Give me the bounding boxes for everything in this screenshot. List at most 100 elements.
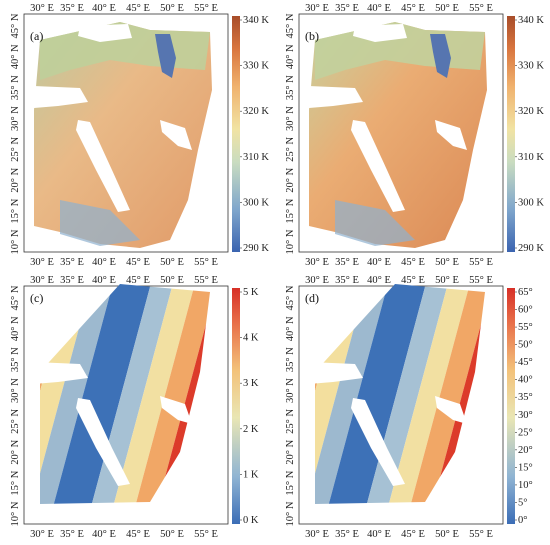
x-tick-label: 50° E	[160, 529, 184, 540]
y-tick-label: 25° N	[285, 409, 296, 434]
x-tick-label-top: 50° E	[160, 275, 184, 286]
colorbar	[232, 288, 240, 524]
red-sea	[351, 398, 405, 486]
x-tick-label-top: 45° E	[401, 3, 425, 14]
colorbar-tick-label: 55°	[518, 322, 533, 333]
persian-gulf	[160, 396, 192, 424]
x-tick-label: 50° E	[160, 257, 184, 268]
y-tick-label: 10° N	[10, 501, 21, 526]
y-tick-label: 25° N	[10, 137, 21, 162]
panel-label: (a)	[30, 29, 43, 43]
x-tick-label-top: 35° E	[60, 3, 84, 14]
y-tick-label: 10° N	[10, 229, 21, 254]
colorbar-tick-label: 40°	[518, 375, 533, 386]
x-tick-label-top: 45° E	[401, 275, 425, 286]
x-tick-label: 40° E	[367, 257, 391, 268]
map-panel-b: (b) 30° E 30° E 35° E 35° E 40° E 40° E 45° E 4…	[285, 3, 544, 268]
colorbar-tick-label: 30°	[518, 410, 533, 421]
x-tick-label-top: 55° E	[194, 275, 218, 286]
colorbar-tick-label: 340 K	[243, 15, 269, 26]
x-tick-label-top: 40° E	[367, 3, 391, 14]
x-tick-label-top: 40° E	[367, 275, 391, 286]
red-sea	[351, 120, 405, 212]
x-tick-label-top: 55° E	[469, 275, 493, 286]
colorbar	[232, 16, 240, 252]
persian-gulf	[435, 120, 467, 150]
y-tick-label: 45° N	[285, 13, 296, 38]
caspian-sea	[430, 34, 451, 78]
y-tick-label: 20° N	[10, 439, 21, 464]
x-tick-label-top: 50° E	[435, 3, 459, 14]
colorbar-tick-label: 35°	[518, 392, 533, 403]
y-tick-label: 30° N	[285, 378, 296, 403]
colorbar-tick-label: 310 K	[243, 152, 269, 163]
colorbar-tick-label: 330 K	[518, 61, 544, 72]
colorbar-tick-label: 5 K	[243, 287, 259, 298]
x-tick-label-top: 30° E	[30, 3, 54, 14]
y-tick-label: 30° N	[10, 378, 21, 403]
colorbar	[507, 16, 515, 252]
y-tick-label: 10° N	[285, 501, 296, 526]
land-region	[34, 22, 212, 248]
y-tick-label: 20° N	[285, 167, 296, 192]
y-tick-label: 20° N	[10, 167, 21, 192]
panel-label: (c)	[30, 291, 43, 305]
y-tick-label: 40° N	[285, 316, 296, 341]
colorbar-tick-label: 310 K	[518, 152, 544, 163]
y-tick-label: 40° N	[10, 44, 21, 69]
colorbar	[507, 288, 515, 524]
x-tick-label: 55° E	[469, 257, 493, 268]
colorbar-tick-label: 290 K	[243, 243, 269, 254]
x-tick-label: 30° E	[305, 257, 329, 268]
x-tick-label-top: 35° E	[60, 275, 84, 286]
south-region	[60, 200, 140, 246]
x-tick-label: 45° E	[126, 529, 150, 540]
colorbar-tick-label: 1 K	[243, 469, 259, 480]
colorbar-tick-label: 340 K	[518, 15, 544, 26]
y-tick-label: 15° N	[285, 198, 296, 223]
colorbar-tick-label: 3 K	[243, 378, 259, 389]
colorbar-tick-label: 0 K	[243, 515, 259, 526]
y-tick-label: 45° N	[10, 285, 21, 310]
x-tick-label: 35° E	[335, 257, 359, 268]
colorbar-tick-label: 320 K	[518, 106, 544, 117]
mediterranean	[34, 86, 88, 108]
y-tick-label: 15° N	[10, 198, 21, 223]
colorbar-tick-label: 60°	[518, 305, 533, 316]
colorbar-tick-label: 45°	[518, 357, 533, 368]
x-tick-label: 30° E	[30, 529, 54, 540]
colorbar-tick-label: 300 K	[518, 197, 544, 208]
x-tick-label: 35° E	[60, 257, 84, 268]
colorbar-tick-label: 15°	[518, 462, 533, 473]
panel-label: (d)	[305, 291, 319, 305]
x-tick-label: 50° E	[435, 257, 459, 268]
colorbar-tick-label: 0°	[518, 515, 527, 526]
black-sea	[353, 24, 407, 42]
y-tick-label: 45° N	[10, 13, 21, 38]
x-tick-label: 30° E	[305, 529, 329, 540]
x-tick-label: 50° E	[435, 529, 459, 540]
x-tick-label-top: 55° E	[194, 3, 218, 14]
x-tick-label-top: 40° E	[92, 3, 116, 14]
x-tick-label: 55° E	[194, 257, 218, 268]
x-tick-label-top: 55° E	[469, 3, 493, 14]
mediterranean	[309, 362, 363, 384]
x-tick-label-top: 35° E	[335, 275, 359, 286]
x-tick-label-top: 35° E	[335, 3, 359, 14]
mediterranean	[309, 86, 363, 108]
y-tick-label: 35° N	[10, 75, 21, 100]
colorbar-tick-label: 5°	[518, 497, 527, 508]
south-region	[335, 200, 415, 246]
y-tick-label: 35° N	[285, 347, 296, 372]
colorbar-tick-label: 2 K	[243, 424, 259, 435]
colorbar-tick-label: 290 K	[518, 243, 544, 254]
x-tick-label-top: 45° E	[126, 3, 150, 14]
panel-label: (b)	[305, 29, 319, 43]
y-tick-label: 30° N	[10, 106, 21, 131]
y-tick-label: 40° N	[10, 316, 21, 341]
y-tick-label: 35° N	[285, 75, 296, 100]
x-tick-label: 45° E	[401, 529, 425, 540]
y-tick-label: 35° N	[10, 347, 21, 372]
colorbar-tick-label: 20°	[518, 445, 533, 456]
x-tick-label: 40° E	[92, 529, 116, 540]
